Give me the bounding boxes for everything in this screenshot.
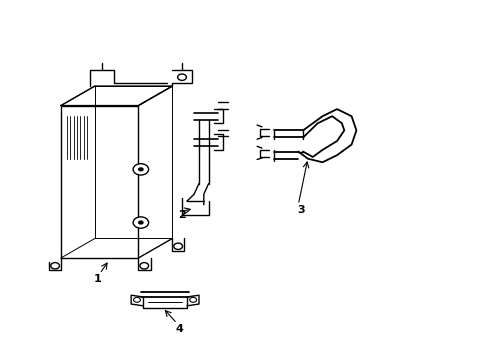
Text: 2: 2	[178, 211, 186, 220]
Circle shape	[133, 164, 148, 175]
Circle shape	[133, 217, 148, 228]
Polygon shape	[61, 86, 172, 105]
Circle shape	[174, 243, 182, 249]
Circle shape	[134, 297, 140, 302]
Text: 3: 3	[297, 205, 304, 215]
Circle shape	[190, 297, 196, 302]
Polygon shape	[138, 86, 172, 258]
Circle shape	[178, 74, 186, 80]
Circle shape	[51, 262, 59, 269]
Text: 1: 1	[94, 274, 101, 284]
Polygon shape	[61, 105, 138, 258]
Circle shape	[140, 262, 148, 269]
Text: 4: 4	[175, 324, 184, 334]
Circle shape	[138, 167, 144, 171]
Circle shape	[138, 220, 144, 225]
